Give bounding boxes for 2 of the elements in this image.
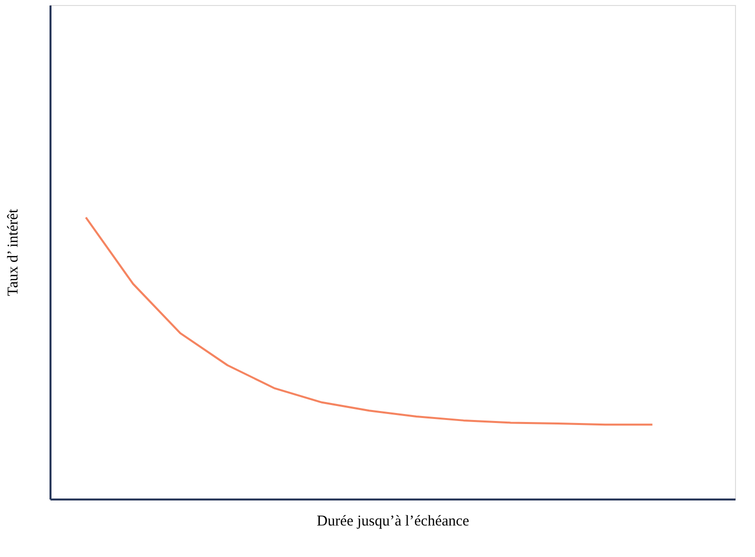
y-axis-title: Taux d’ intérêt (6, 208, 22, 296)
x-axis-title: Durée jusqu’à l’échéance (316, 514, 470, 530)
